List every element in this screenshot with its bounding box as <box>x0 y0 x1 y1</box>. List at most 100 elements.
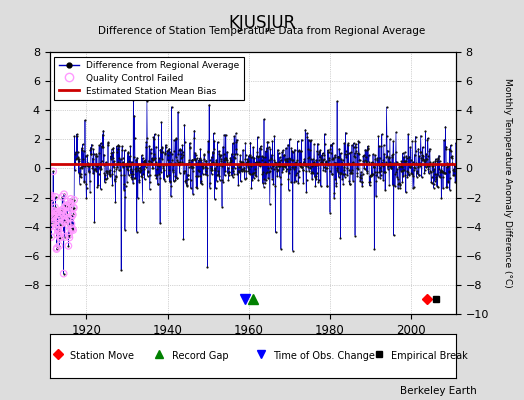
Point <box>406 144 414 150</box>
Point <box>438 168 446 174</box>
Point <box>208 171 216 177</box>
Point <box>389 138 398 144</box>
Point <box>379 176 387 183</box>
Point <box>243 156 252 162</box>
Point <box>146 172 155 178</box>
Point <box>292 178 300 184</box>
Point <box>50 208 59 214</box>
Point <box>307 156 315 162</box>
Point <box>343 172 352 178</box>
Point <box>77 174 85 180</box>
Point <box>253 153 261 159</box>
Point <box>247 154 255 160</box>
Point <box>136 164 145 171</box>
Point <box>318 159 326 166</box>
Point <box>91 166 100 172</box>
Point <box>239 161 247 167</box>
Point <box>179 149 187 155</box>
Point <box>381 187 389 193</box>
Point <box>43 188 51 194</box>
Point <box>115 143 124 149</box>
Point <box>56 230 64 237</box>
Point <box>264 139 272 145</box>
Point <box>289 157 298 164</box>
Point <box>115 154 123 161</box>
Point <box>182 177 190 184</box>
Point <box>127 166 135 172</box>
Point <box>258 153 266 159</box>
Point <box>223 157 231 163</box>
Point <box>297 148 305 154</box>
Point <box>154 181 162 188</box>
Point <box>326 146 334 152</box>
Point <box>337 156 346 163</box>
Point <box>160 167 168 173</box>
Point <box>319 164 328 170</box>
Point <box>410 184 418 190</box>
Point <box>436 174 444 180</box>
Point <box>123 166 132 172</box>
Point <box>256 145 264 151</box>
Point <box>403 168 412 175</box>
Point <box>47 196 55 202</box>
Point <box>143 98 151 104</box>
Point <box>53 245 61 251</box>
Point <box>73 155 81 161</box>
Point <box>105 168 114 175</box>
Point <box>160 176 168 182</box>
Point <box>438 162 446 169</box>
Point <box>182 183 191 189</box>
Text: Record Gap: Record Gap <box>172 351 228 361</box>
Point <box>395 164 403 170</box>
Point <box>75 158 83 164</box>
Point <box>413 168 421 174</box>
Point <box>195 167 203 174</box>
Point <box>313 162 322 168</box>
Point <box>331 176 340 182</box>
Point <box>136 167 144 174</box>
Point <box>170 137 178 143</box>
Point <box>303 146 312 152</box>
Point <box>247 185 256 191</box>
Point <box>166 149 174 156</box>
Point <box>77 164 85 170</box>
Point <box>226 159 234 165</box>
Point <box>312 172 320 179</box>
Point <box>82 195 91 202</box>
Point <box>396 182 405 188</box>
Point <box>353 173 362 179</box>
Point <box>347 169 355 176</box>
Point <box>221 168 230 174</box>
Point <box>449 172 457 178</box>
Point <box>288 157 296 163</box>
Point <box>61 218 70 225</box>
Point <box>384 147 392 154</box>
Point <box>227 157 235 163</box>
Point <box>213 172 221 178</box>
Point <box>151 172 159 178</box>
Point <box>269 163 277 170</box>
Point <box>140 166 148 172</box>
Point <box>151 159 160 166</box>
Point <box>320 156 328 163</box>
Point <box>333 165 341 171</box>
Point <box>205 184 214 191</box>
Point <box>187 163 195 170</box>
Point <box>118 164 127 170</box>
Point <box>149 165 157 172</box>
Point <box>283 158 291 164</box>
Point <box>312 175 321 182</box>
Point <box>355 151 363 158</box>
Point <box>431 156 440 162</box>
Point <box>355 157 364 164</box>
Point <box>384 154 392 161</box>
Point <box>329 140 337 146</box>
Point <box>429 159 438 166</box>
Point <box>334 153 342 160</box>
Point <box>263 168 271 175</box>
Point <box>244 168 253 174</box>
Point <box>427 179 435 186</box>
Point <box>191 152 200 158</box>
Point <box>58 220 66 227</box>
Point <box>78 145 86 151</box>
